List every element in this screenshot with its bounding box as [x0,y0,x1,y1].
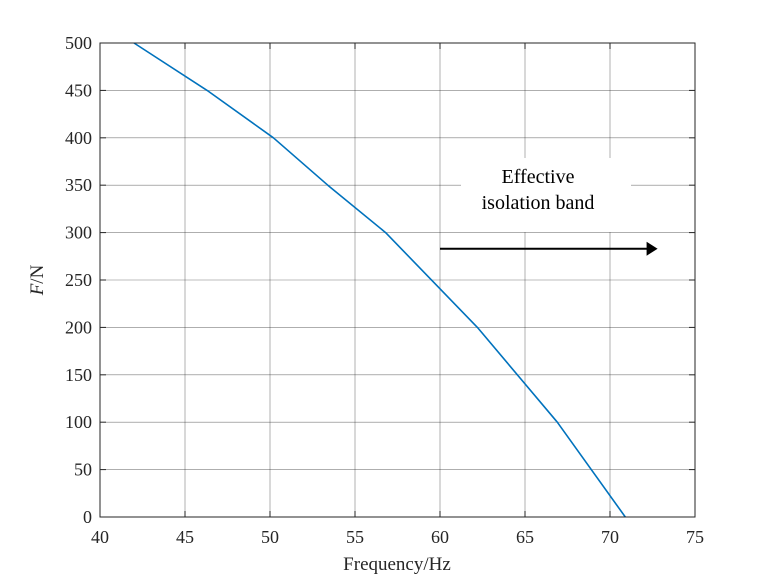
annotation: Effective isolation band [440,158,658,256]
y-tick-label: 100 [65,412,92,432]
series-group [133,42,626,518]
y-tick-label: 450 [65,80,92,100]
y-axis: 0 50 100 150 200 250 300 350 400 450 500 [65,33,695,527]
series-line [133,42,626,518]
y-tick-label: 0 [83,507,92,527]
x-tick-label: 50 [261,527,279,547]
x-axis-label: Frequency/Hz [343,554,451,575]
x-tick-label: 70 [601,527,619,547]
y-axis-label-symbol: F [27,283,48,296]
annotation-box [461,158,631,232]
x-tick-label: 75 [686,527,704,547]
annotation-arrow-head [646,241,658,256]
y-tick-label: 250 [65,270,92,290]
x-tick-label: 60 [431,527,449,547]
annotation-line-1: Effective [502,166,575,188]
y-tick-label: 200 [65,317,92,337]
y-axis-label: F/N [27,264,48,296]
y-tick-label: 500 [65,33,92,53]
x-tick-label: 55 [346,527,364,547]
y-tick-label: 50 [74,460,92,480]
x-tick-label: 40 [91,527,109,547]
y-axis-label-unit: /N [27,264,48,283]
x-tick-label: 45 [176,527,194,547]
y-tick-label: 400 [65,128,92,148]
annotation-line-2: isolation band [482,192,595,214]
y-tick-label: 300 [65,223,92,243]
y-tick-label: 350 [65,175,92,195]
y-tick-label: 150 [65,365,92,385]
x-axis: 40 45 50 55 60 65 70 75 [91,43,704,547]
x-tick-label: 65 [516,527,534,547]
